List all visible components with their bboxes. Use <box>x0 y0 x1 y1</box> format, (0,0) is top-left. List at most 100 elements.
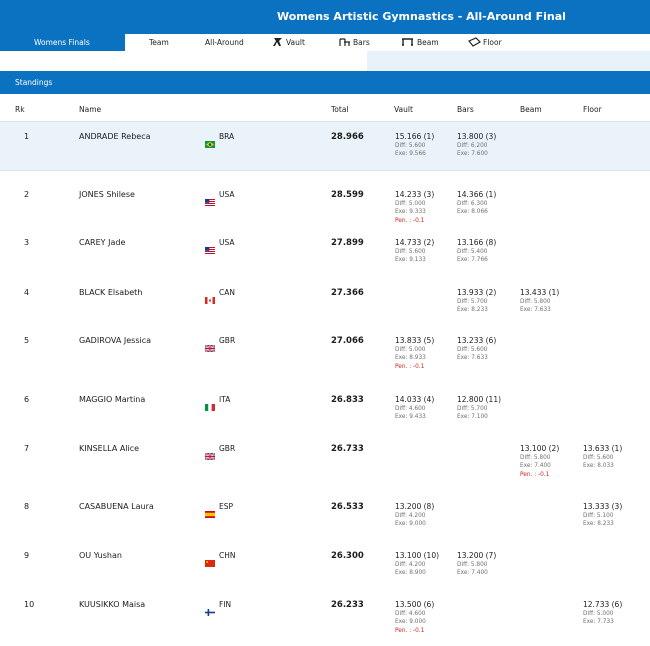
athlete-name: BLACK Elsabeth <box>79 288 143 297</box>
flag-icon <box>204 445 216 461</box>
nation-code: BRA <box>219 132 235 141</box>
tab-womens-finals[interactable]: Womens Finals <box>0 34 125 51</box>
nation-code: ESP <box>219 502 234 511</box>
table-header: Rk Name Total Vault Bars Beam Floor <box>0 100 650 118</box>
flag-icon <box>205 239 215 254</box>
vault-execution: Exe: 9.133 <box>395 257 426 264</box>
bars-score: 13.200 (7) <box>457 551 497 560</box>
bars-score: 13.166 (8) <box>457 238 497 247</box>
total-score: 28.966 <box>331 132 364 142</box>
total-score: 26.833 <box>331 395 364 405</box>
bars-difficulty: Diff: 5.700 <box>457 299 488 305</box>
bars-score-cell: 13.800 (3) Diff: 6.200 Exe: 7.600 <box>457 132 496 159</box>
tab-vault[interactable]: Vault <box>272 34 312 51</box>
vault-icon <box>273 38 282 46</box>
tab-beam[interactable]: Beam <box>401 34 441 51</box>
bars-execution: Exe: 7.766 <box>457 257 488 264</box>
bars-execution: Exe: 7.600 <box>457 151 488 158</box>
tab-all-around[interactable]: All-Around <box>205 38 244 47</box>
flag-icon <box>205 396 215 411</box>
floor-execution: Exe: 7.733 <box>583 619 614 626</box>
table-row: 10 KUUSIKKO Maisa FIN 26.233 13.500 (6) Diff:… <box>0 590 650 644</box>
col-beam: Beam <box>520 105 542 114</box>
rank-cell: 1 <box>24 132 30 141</box>
table-row: 4 BLACK Elsabeth CAN 27.366 13.933 (2) Diff: … <box>0 278 650 326</box>
table-row: 7 KINSELLA Alice GBR 26.733 13.100 (2) Diff: … <box>0 434 650 490</box>
beam-score: 13.433 (1) <box>520 288 560 297</box>
nation-code: FIN <box>219 600 232 609</box>
rank-cell: 5 <box>24 336 30 345</box>
vault-score-cell: 13.100 (10) Diff: 4.200 Exe: 8.900 <box>395 551 439 578</box>
tab-team[interactable]: Team <box>149 38 169 47</box>
athlete-name: ANDRADE Rebeca <box>79 132 151 141</box>
bars-score-cell: 14.366 (1) Diff: 6.300 Exe: 8.066 <box>457 190 496 217</box>
tab-bars[interactable]: Bars <box>339 34 379 51</box>
athlete-name: CAREY Jade <box>79 238 126 247</box>
bars-difficulty: Diff: 5.800 <box>457 562 488 568</box>
vault-execution: Exe: 9.433 <box>395 414 426 421</box>
athlete-name: KINSELLA Alice <box>79 444 140 453</box>
total-score: 28.599 <box>331 190 364 200</box>
bars-score-cell: 13.166 (8) Diff: 5.400 Exe: 7.766 <box>457 238 496 265</box>
floor-difficulty: Diff: 5.600 <box>583 455 614 461</box>
nation-code: GBR <box>219 444 236 453</box>
total-score: 26.733 <box>331 444 364 454</box>
total-score: 26.233 <box>331 600 364 610</box>
floor-score: 12.733 (6) <box>583 600 623 609</box>
nation-code: USA <box>219 238 235 247</box>
tab-bar: Womens Finals Team All-Around Vault Bars… <box>0 34 650 51</box>
table-row: 1 ANDRADE Rebeca BRA 28.966 15.166 (1) Diff: … <box>0 121 650 171</box>
bars-score-cell: 13.933 (2) Diff: 5.700 Exe: 8.233 <box>457 288 496 315</box>
spacer-strip <box>0 51 650 71</box>
strip-shade <box>367 51 650 71</box>
vault-difficulty: Diff: 4.600 <box>395 406 426 412</box>
vault-difficulty: Diff: 4.200 <box>395 513 426 519</box>
page-title: Womens Artistic Gymnastics - All-Around … <box>277 10 566 23</box>
athlete-name: CASABUENA Laura <box>79 502 154 511</box>
flag-icon <box>204 337 216 353</box>
bars-execution: Exe: 8.066 <box>457 209 488 216</box>
col-rk: Rk <box>15 105 25 114</box>
bars-execution: Exe: 7.633 <box>457 355 488 362</box>
rank-cell: 2 <box>24 190 30 199</box>
rank-cell: 6 <box>24 395 30 404</box>
vault-score-cell: 15.166 (1) Diff: 5.600 Exe: 9.566 <box>395 132 434 159</box>
table-row: 3 CAREY Jade USA 27.899 14.733 (2) Diff: 5.60… <box>0 228 650 276</box>
beam-score: 13.100 (2) <box>520 444 560 453</box>
floor-score-cell: 13.333 (3) Diff: 5.100 Exe: 8.233 <box>583 502 622 529</box>
vault-penalty: Pen. : -0.1 <box>395 363 425 370</box>
vault-score-cell: 13.833 (5) Diff: 5.000 Exe: 8.933 Pen. : -0… <box>395 336 434 372</box>
bars-execution: Exe: 7.400 <box>457 570 488 577</box>
floor-score-cell: 13.633 (1) Diff: 5.600 Exe: 8.033 <box>583 444 622 471</box>
col-name: Name <box>79 105 102 114</box>
col-floor: Floor <box>583 105 602 114</box>
floor-difficulty: Diff: 5.000 <box>583 611 614 617</box>
rank-cell: 8 <box>24 502 30 511</box>
bars-score: 13.933 (2) <box>457 288 497 297</box>
bars-difficulty: Diff: 6.200 <box>457 143 488 149</box>
beam-penalty: Pen. : -0.1 <box>520 471 550 478</box>
vault-score-cell: 13.200 (8) Diff: 4.200 Exe: 9.000 <box>395 502 434 529</box>
tab-floor[interactable]: Floor <box>468 34 508 51</box>
vault-score: 14.233 (3) <box>395 190 435 199</box>
flag-icon <box>205 133 215 148</box>
vault-execution: Exe: 9.000 <box>395 619 426 626</box>
vault-difficulty: Diff: 4.200 <box>395 562 426 568</box>
nation-code: USA <box>219 190 235 199</box>
athlete-name: MAGGIO Martina <box>79 395 146 404</box>
vault-difficulty: Diff: 5.000 <box>395 347 426 353</box>
vault-execution: Exe: 9.000 <box>395 521 426 528</box>
standings-title: Standings <box>15 78 53 87</box>
nation-code: CAN <box>219 288 235 297</box>
floor-execution: Exe: 8.033 <box>583 463 614 470</box>
floor-score: 13.333 (3) <box>583 502 623 511</box>
table-row: 6 MAGGIO Martina ITA 26.833 14.033 (4) Diff: … <box>0 385 650 433</box>
nation-code: GBR <box>219 336 236 345</box>
flag-icon <box>205 552 215 567</box>
nation-code: ITA <box>219 395 231 404</box>
vault-score-cell: 14.733 (2) Diff: 5.600 Exe: 9.133 <box>395 238 434 265</box>
bars-icon <box>339 38 350 46</box>
col-bars: Bars <box>457 105 474 114</box>
vault-difficulty: Diff: 5.000 <box>395 201 426 207</box>
bars-score-cell: 13.200 (7) Diff: 5.800 Exe: 7.400 <box>457 551 496 578</box>
